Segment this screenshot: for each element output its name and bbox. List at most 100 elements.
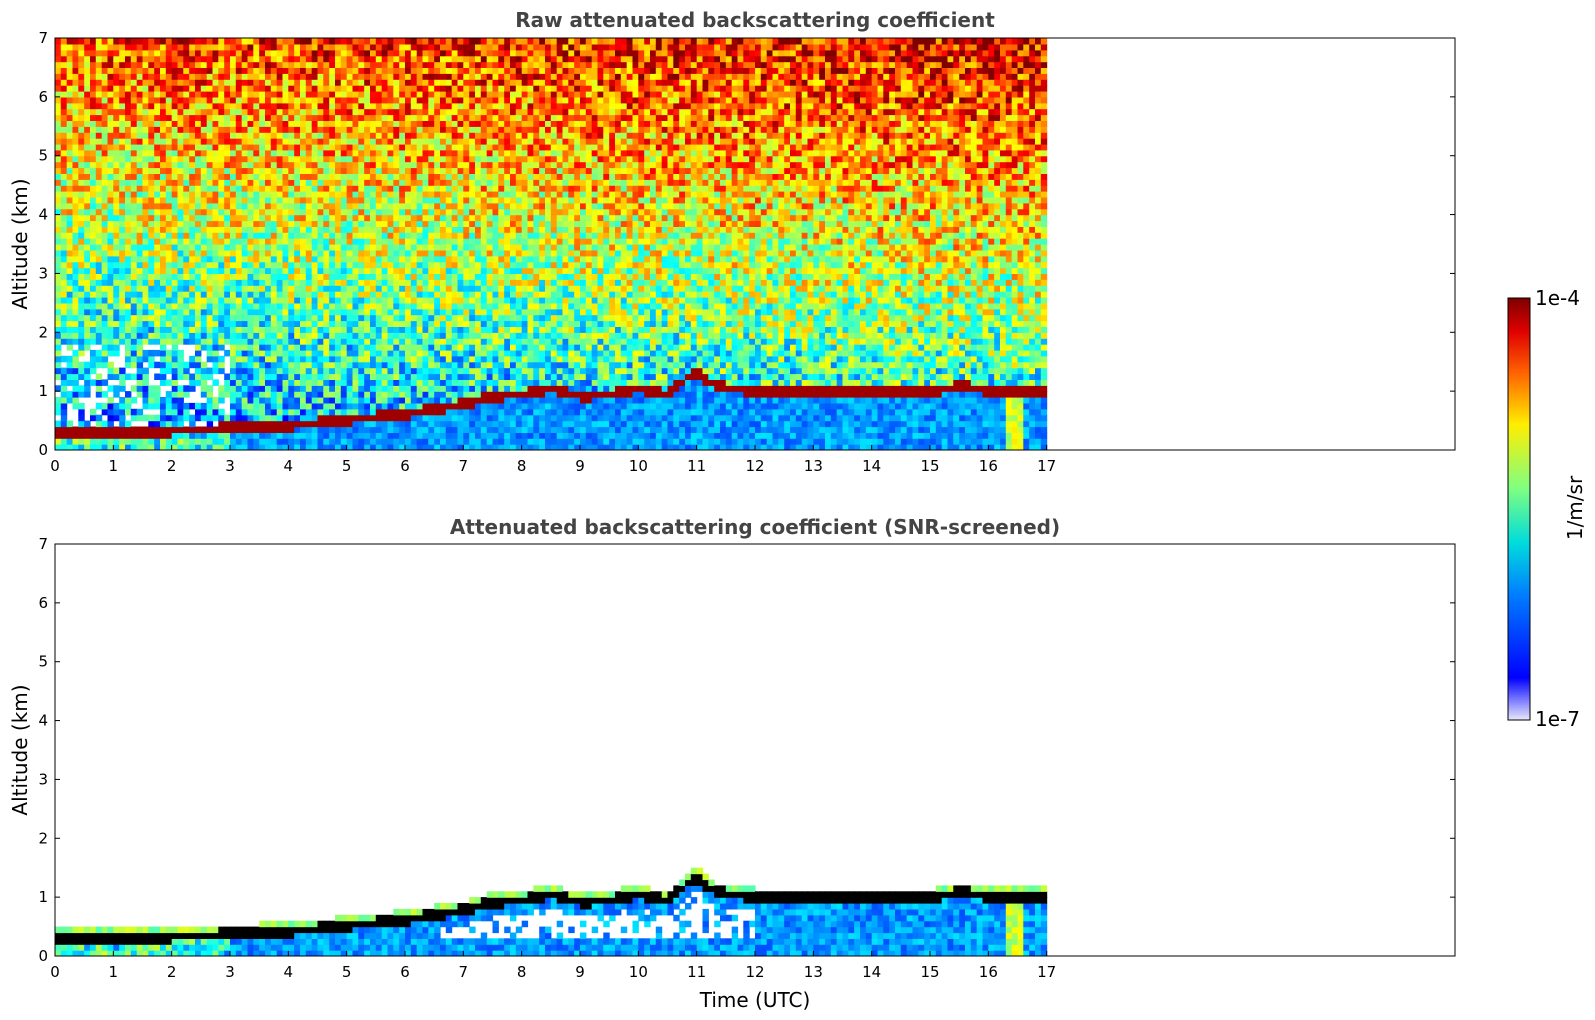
- heatmap-cell: [440, 279, 447, 286]
- heatmap-cell: [125, 191, 132, 198]
- heatmap-cell: [329, 196, 336, 204]
- heatmap-cell: [457, 444, 464, 450]
- heatmap-cell: [212, 208, 219, 216]
- heatmap-cell: [276, 238, 284, 245]
- heatmap-cell: [422, 226, 429, 233]
- heatmap-cell: [107, 102, 114, 110]
- heatmap-cell: [195, 261, 202, 269]
- heatmap-cell: [230, 43, 237, 51]
- heatmap-cell: [107, 361, 114, 369]
- heatmap-cell: [212, 326, 219, 333]
- heatmap-cell: [66, 49, 74, 57]
- heatmap-cell: [212, 79, 219, 86]
- heatmap-cell: [375, 402, 383, 410]
- heatmap-cell: [457, 43, 464, 51]
- heatmap-cell: [142, 149, 149, 157]
- heatmap-cell: [160, 79, 167, 86]
- heatmap-cell: [434, 238, 441, 245]
- heatmap-cell: [165, 161, 173, 169]
- heatmap-cell: [352, 308, 359, 316]
- heatmap-cell: [288, 238, 295, 245]
- heatmap-cell: [171, 273, 179, 280]
- heatmap-cell: [358, 297, 365, 304]
- heatmap-cell: [370, 285, 377, 292]
- heatmap-cell: [101, 61, 109, 68]
- heatmap-cell: [340, 191, 348, 198]
- heatmap-cell: [95, 149, 103, 157]
- heatmap-cell: [55, 161, 62, 169]
- heatmap-cell: [259, 255, 266, 263]
- heatmap-cell: [335, 96, 342, 104]
- heatmap-cell: [475, 55, 482, 63]
- heatmap-cell: [276, 220, 284, 227]
- heatmap-cell: [335, 61, 342, 68]
- heatmap-cell: [393, 173, 400, 180]
- heatmap-cell: [171, 332, 179, 339]
- heatmap-cell: [206, 338, 214, 345]
- heatmap-cell: [113, 308, 120, 316]
- heatmap-cell: [463, 220, 470, 227]
- heatmap-cell: [270, 432, 278, 439]
- heatmap-cell: [358, 102, 365, 110]
- heatmap-cell: [463, 73, 470, 80]
- heatmap-cell: [416, 302, 424, 310]
- heatmap-cell: [358, 385, 365, 392]
- heatmap-cell: [445, 167, 453, 174]
- heatmap-cell: [107, 96, 114, 104]
- heatmap-cell: [55, 120, 62, 127]
- heatmap-cell: [200, 391, 208, 398]
- heatmap-cell: [195, 297, 202, 304]
- heatmap-cell: [130, 385, 138, 392]
- heatmap-cell: [60, 226, 68, 233]
- heatmap-cell: [416, 196, 424, 204]
- heatmap-cell: [247, 432, 254, 439]
- heatmap-cell: [171, 344, 179, 351]
- heatmap-cell: [72, 143, 79, 151]
- heatmap-cell: [282, 67, 289, 74]
- heatmap-cell: [160, 96, 167, 104]
- heatmap-cell: [247, 149, 254, 157]
- heatmap-cell: [224, 438, 231, 445]
- heatmap-cell: [346, 291, 354, 298]
- heatmap-cell: [148, 191, 155, 198]
- heatmap-cell: [265, 261, 272, 269]
- heatmap-cell: [247, 426, 254, 433]
- heatmap-cell: [352, 338, 359, 345]
- heatmap-cell: [381, 155, 389, 163]
- heatmap-cell: [218, 297, 225, 304]
- heatmap-cell: [55, 91, 62, 98]
- heatmap-cell: [410, 279, 418, 286]
- heatmap-cell: [370, 185, 377, 192]
- heatmap-cell: [224, 285, 231, 292]
- heatmap-cell: [66, 208, 74, 216]
- heatmap-cell: [90, 255, 97, 263]
- heatmap-cell: [72, 426, 79, 433]
- heatmap-cell: [393, 373, 400, 380]
- heatmap-cell: [469, 302, 476, 310]
- heatmap-cell: [195, 332, 202, 339]
- heatmap-cell: [311, 208, 319, 216]
- heatmap-cell: [463, 261, 470, 269]
- heatmap-cell: [323, 438, 330, 445]
- heatmap-cell: [276, 426, 284, 433]
- heatmap-cell: [55, 185, 62, 192]
- heatmap-cell: [84, 132, 91, 139]
- heatmap-cell: [90, 238, 97, 245]
- heatmap-cell: [276, 232, 284, 239]
- heatmap-cell: [276, 432, 284, 439]
- heatmap-cell: [480, 408, 488, 416]
- heatmap-cell: [107, 367, 114, 375]
- heatmap-cell: [451, 244, 459, 251]
- heatmap-cell: [113, 261, 120, 269]
- heatmap-cell: [101, 143, 109, 151]
- heatmap-cell: [90, 85, 97, 92]
- heatmap-cell: [72, 73, 79, 80]
- heatmap-cell: [200, 208, 208, 216]
- heatmap-cell: [276, 43, 284, 51]
- heatmap-cell: [154, 120, 161, 127]
- heatmap-cell: [329, 385, 336, 392]
- heatmap-cell: [358, 232, 365, 239]
- heatmap-cell: [329, 102, 336, 110]
- heatmap-cell: [224, 173, 231, 180]
- heatmap-cell: [66, 273, 74, 280]
